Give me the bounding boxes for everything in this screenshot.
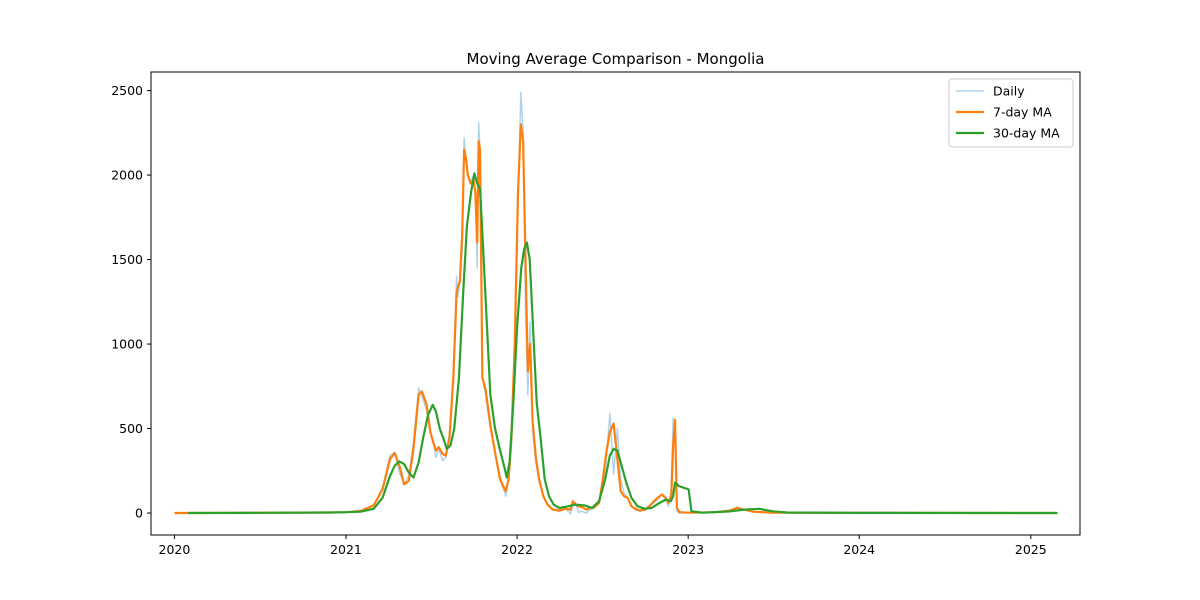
y-tick-label: 2000	[111, 168, 143, 183]
y-axis: 0 500 1000 1500 2000 2500	[111, 83, 151, 521]
plot-frame	[150, 71, 1081, 536]
legend-label: 7-day MA	[993, 105, 1052, 120]
legend-30day-ma: 30-day MA	[956, 126, 1060, 141]
x-tick-label: 2021	[330, 542, 362, 557]
x-tick-label: 2023	[672, 542, 704, 557]
x-tick-label: 2022	[501, 542, 533, 557]
legend-daily: Daily	[956, 84, 1025, 99]
chart-title: Moving Average Comparison - Mongolia	[467, 50, 765, 68]
ma7-series-line	[174, 123, 1058, 515]
y-tick-label: 1000	[111, 337, 143, 352]
legend: Daily 7-day MA 30-day MA	[948, 78, 1074, 148]
y-tick-label: 0	[135, 506, 143, 521]
x-tick-label: 2024	[843, 542, 875, 557]
y-tick-label: 500	[119, 421, 143, 436]
y-tick-label: 1500	[111, 252, 143, 267]
legend-label: 30-day MA	[993, 126, 1060, 141]
legend-label: Daily	[993, 84, 1025, 99]
series-layer	[174, 91, 1058, 515]
legend-7day-ma: 7-day MA	[956, 105, 1052, 120]
y-tick-label: 2500	[111, 83, 143, 98]
x-tick-label: 2025	[1015, 542, 1047, 557]
ma30-series-line	[187, 172, 1058, 515]
plot-area	[150, 71, 1081, 536]
legend-frame	[948, 78, 1074, 148]
x-tick-label: 2020	[159, 542, 191, 557]
x-axis: 2020 2021 2022 2023 2024 2025	[159, 535, 1047, 557]
